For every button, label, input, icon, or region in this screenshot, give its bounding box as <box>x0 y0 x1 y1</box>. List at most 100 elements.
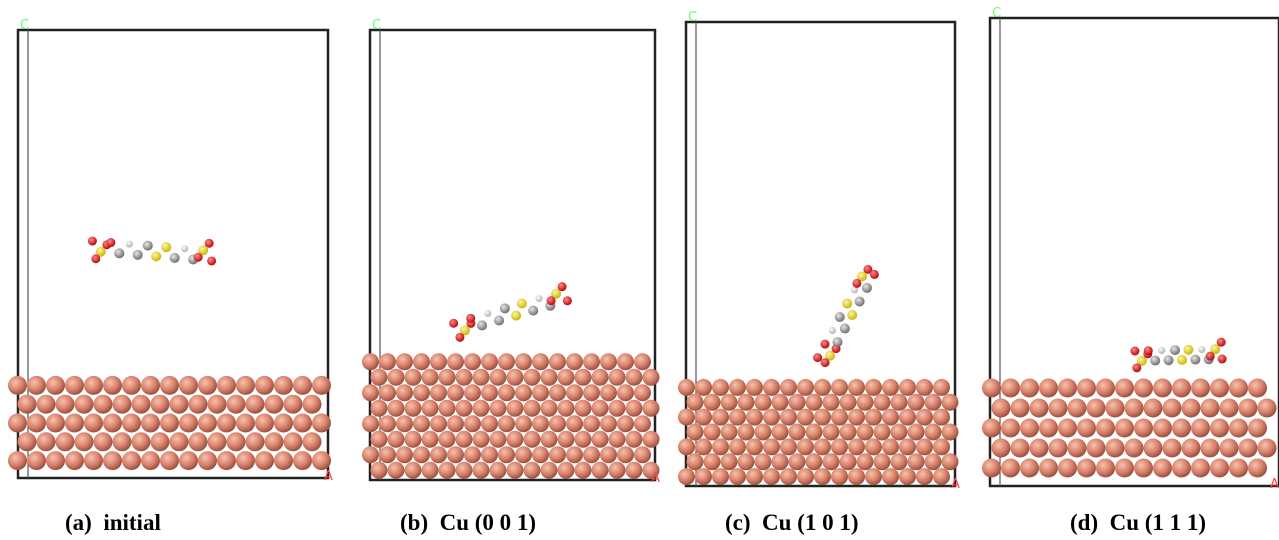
cu-atom <box>617 446 634 463</box>
cu-atom <box>840 424 857 441</box>
cu-atom <box>1134 459 1153 478</box>
cu-atom <box>447 415 464 432</box>
cu-atom <box>371 369 388 386</box>
cu-atom <box>141 451 160 470</box>
atom <box>466 314 475 323</box>
atom <box>500 303 510 313</box>
cu-atom <box>447 446 464 463</box>
atom <box>862 283 872 293</box>
cu-atom <box>507 400 524 417</box>
atom <box>1218 354 1227 363</box>
atom <box>133 250 143 260</box>
cu-atom <box>75 432 94 451</box>
cu-atom <box>413 446 430 463</box>
atom <box>1183 345 1193 355</box>
cu-atom <box>1058 419 1077 438</box>
cu-atom <box>371 462 388 479</box>
cu-atom <box>498 384 515 401</box>
cu-atom <box>1068 399 1087 418</box>
cu-atom <box>532 353 549 370</box>
cu-atom <box>1239 399 1258 418</box>
cu-atom <box>695 379 712 396</box>
cu-atom <box>255 414 274 433</box>
cu-atom <box>634 415 651 432</box>
cu-atom <box>362 415 379 432</box>
cu-atom <box>848 409 865 426</box>
cu-atom <box>464 384 481 401</box>
cu-atom <box>422 431 439 448</box>
cu-atom <box>712 379 729 396</box>
cu-atom <box>515 384 532 401</box>
cu-atom <box>592 369 609 386</box>
cu-atom <box>1125 399 1144 418</box>
cu-atom <box>763 379 780 396</box>
cu-atom <box>600 384 617 401</box>
panel-caption: (d) Cu (1 1 1) <box>1070 510 1206 535</box>
atom <box>558 282 567 291</box>
cu-atom <box>729 438 746 455</box>
cu-atom <box>848 468 865 485</box>
cu-atom <box>439 431 456 448</box>
cu-atom <box>831 379 848 396</box>
cu-atom <box>524 369 541 386</box>
cu-atom <box>617 415 634 432</box>
cu-atom <box>208 395 227 414</box>
cu-atom <box>236 376 255 395</box>
cu-atom <box>179 451 198 470</box>
panel-caption: (c) Cu (1 0 1) <box>725 510 859 535</box>
cu-atom <box>122 451 141 470</box>
atom <box>847 310 857 320</box>
cu-atom <box>405 462 422 479</box>
cu-atom <box>1248 419 1267 438</box>
axis-label: A <box>951 477 960 492</box>
cu-atom <box>464 353 481 370</box>
cu-atom <box>246 432 265 451</box>
cu-atom <box>151 395 170 414</box>
atom <box>494 315 504 325</box>
cu-atom <box>198 414 217 433</box>
cu-atom <box>558 462 575 479</box>
cu-atom <box>916 379 933 396</box>
cu-atom <box>814 468 831 485</box>
cu-atom <box>797 438 814 455</box>
cu-atom <box>1058 459 1077 478</box>
cu-atom <box>103 414 122 433</box>
cu-atom <box>481 415 498 432</box>
cu-atom <box>617 384 634 401</box>
cu-atom <box>755 394 772 411</box>
cu-atom <box>549 415 566 432</box>
cu-atom <box>1011 439 1030 458</box>
cu-atom <box>1144 439 1163 458</box>
cu-atom <box>933 379 950 396</box>
cu-atom <box>473 462 490 479</box>
cu-atom <box>729 468 746 485</box>
cu-atom <box>857 453 874 470</box>
cu-atom <box>18 432 37 451</box>
cu-atom <box>575 400 592 417</box>
cu-atom <box>814 438 831 455</box>
cu-atom <box>1220 439 1239 458</box>
atom <box>1144 346 1153 355</box>
atom <box>855 296 865 306</box>
cu-atom <box>1172 459 1191 478</box>
cu-atom <box>422 369 439 386</box>
cu-atom <box>217 451 236 470</box>
cu-atom <box>27 451 46 470</box>
cu-atom <box>293 451 312 470</box>
cu-atom <box>541 369 558 386</box>
cu-atom <box>132 432 151 451</box>
atom <box>1177 355 1187 365</box>
cu-atom <box>388 462 405 479</box>
cu-atom <box>1001 459 1020 478</box>
cu-atom <box>1106 399 1125 418</box>
atom <box>511 311 521 321</box>
cu-atom <box>46 451 65 470</box>
atom <box>528 306 538 316</box>
cu-atom <box>626 431 643 448</box>
cu-atom <box>583 353 600 370</box>
atom <box>161 242 171 252</box>
cu-atom <box>583 415 600 432</box>
axis-label: C <box>20 18 29 33</box>
cu-atom <box>532 446 549 463</box>
cu-atom <box>236 414 255 433</box>
